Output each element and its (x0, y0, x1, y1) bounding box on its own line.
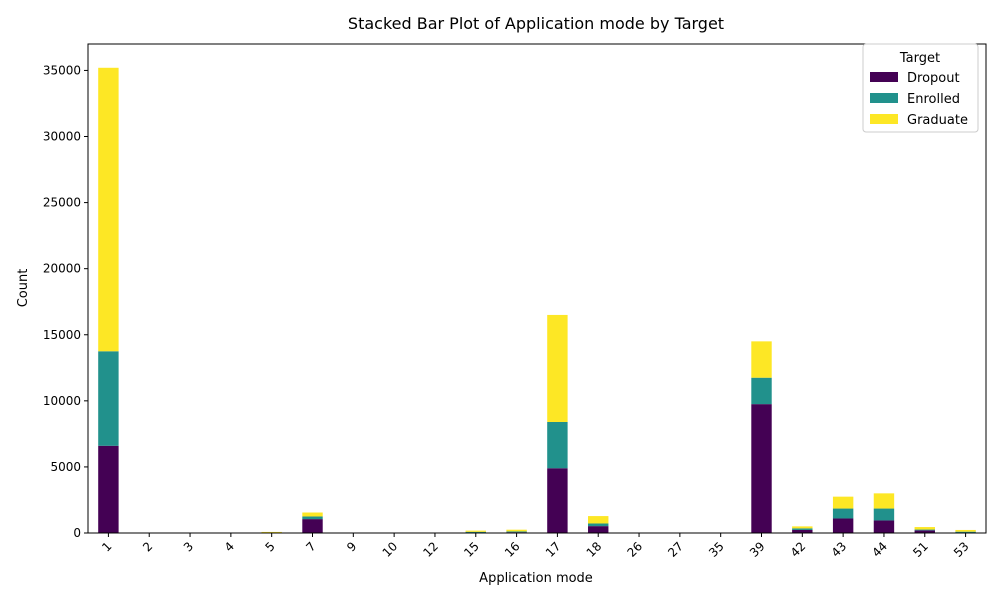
legend-label-dropout: Dropout (907, 71, 960, 86)
x-tick-label: 35 (706, 539, 727, 560)
y-tick-label: 15000 (43, 328, 81, 342)
x-tick-label: 1 (99, 539, 114, 554)
bar-dropout-18 (588, 526, 609, 533)
chart-title: Stacked Bar Plot of Application mode by … (348, 14, 724, 33)
bar-graduate-7 (302, 512, 323, 517)
bar-dropout-7 (302, 519, 323, 533)
bar-dropout-17 (547, 468, 568, 533)
x-tick-label: 10 (380, 539, 401, 560)
x-tick-label: 5 (263, 539, 278, 554)
legend-swatch-dropout (870, 72, 898, 82)
x-tick-label: 51 (910, 539, 931, 560)
x-tick-label: 53 (951, 539, 972, 560)
x-tick-label: 3 (181, 539, 196, 554)
x-tick-label: 7 (303, 539, 318, 554)
bar-graduate-18 (588, 516, 609, 524)
bar-graduate-39 (751, 341, 772, 378)
x-tick-label: 9 (344, 539, 359, 554)
legend-title: Target (899, 51, 940, 66)
x-tick-label: 27 (665, 539, 686, 560)
bar-enrolled-18 (588, 523, 609, 527)
x-tick-label: 2 (140, 539, 155, 554)
bar-enrolled-42 (792, 528, 813, 530)
bar-enrolled-39 (751, 377, 772, 405)
bar-graduate-53 (955, 529, 976, 532)
x-tick-label: 16 (502, 539, 523, 560)
bar-graduate-17 (547, 314, 568, 422)
bar-graduate-1 (98, 67, 119, 352)
x-tick-label: 39 (747, 539, 768, 560)
bar-graduate-15 (465, 530, 486, 532)
y-tick-label: 0 (73, 526, 81, 540)
bar-dropout-42 (792, 529, 813, 533)
bar-enrolled-16 (506, 531, 527, 533)
x-tick-label: 4 (222, 539, 237, 554)
bar-dropout-51 (914, 530, 935, 533)
x-tick-label: 44 (869, 539, 890, 560)
y-tick-label: 20000 (43, 262, 81, 276)
x-axis-ticks: 1 2 3 4 5 7 9 10 12 15 16 17 18 26 27 35 39 42 43 44 51 53 (99, 533, 972, 560)
bar-dropout-43 (832, 518, 854, 533)
bar-enrolled-7 (302, 516, 323, 520)
bar-graduate-43 (832, 496, 854, 509)
bar-graduate-51 (914, 527, 935, 530)
y-tick-label: 35000 (43, 63, 81, 77)
legend-label-graduate: Graduate (907, 113, 968, 128)
bar-enrolled-51 (914, 529, 935, 531)
bar-dropout-44 (873, 520, 895, 533)
bar-graduate-16 (506, 529, 527, 532)
x-tick-label: 43 (829, 539, 850, 560)
x-axis-label: Application mode (479, 571, 593, 586)
x-tick-label: 15 (461, 539, 482, 560)
x-tick-label: 42 (788, 539, 809, 560)
bars-group (98, 67, 976, 533)
legend-swatch-enrolled (870, 93, 898, 103)
y-tick-label: 25000 (43, 196, 81, 210)
x-tick-label: 12 (420, 539, 441, 560)
legend-label-enrolled: Enrolled (907, 92, 960, 107)
bar-enrolled-15 (465, 531, 486, 533)
bar-dropout-1 (98, 445, 119, 533)
bar-enrolled-44 (873, 508, 895, 521)
x-tick-label: 26 (624, 539, 645, 560)
y-axis-ticks: 0 5000 10000 15000 20000 25000 30000 35000 (43, 63, 88, 540)
y-tick-label: 10000 (43, 394, 81, 408)
legend-swatch-graduate (870, 114, 898, 124)
bar-graduate-5 (261, 531, 282, 533)
bar-graduate-42 (792, 526, 813, 529)
y-tick-label: 30000 (43, 130, 81, 144)
bar-enrolled-1 (98, 351, 119, 446)
bar-dropout-39 (751, 404, 772, 533)
legend-frame (862, 43, 979, 133)
bar-graduate-44 (873, 493, 895, 509)
bar-enrolled-43 (832, 508, 854, 519)
x-tick-label: 17 (543, 539, 564, 560)
bar-enrolled-53 (955, 531, 976, 533)
plot-frame (87, 43, 987, 534)
bar-enrolled-17 (547, 421, 568, 469)
y-axis-label: Count (16, 269, 31, 308)
y-tick-label: 5000 (50, 460, 81, 474)
legend-items: Dropout Enrolled Graduate (870, 71, 968, 128)
legend: Target Dropout Enrolled Graduate (862, 43, 979, 133)
x-tick-label: 18 (584, 539, 605, 560)
